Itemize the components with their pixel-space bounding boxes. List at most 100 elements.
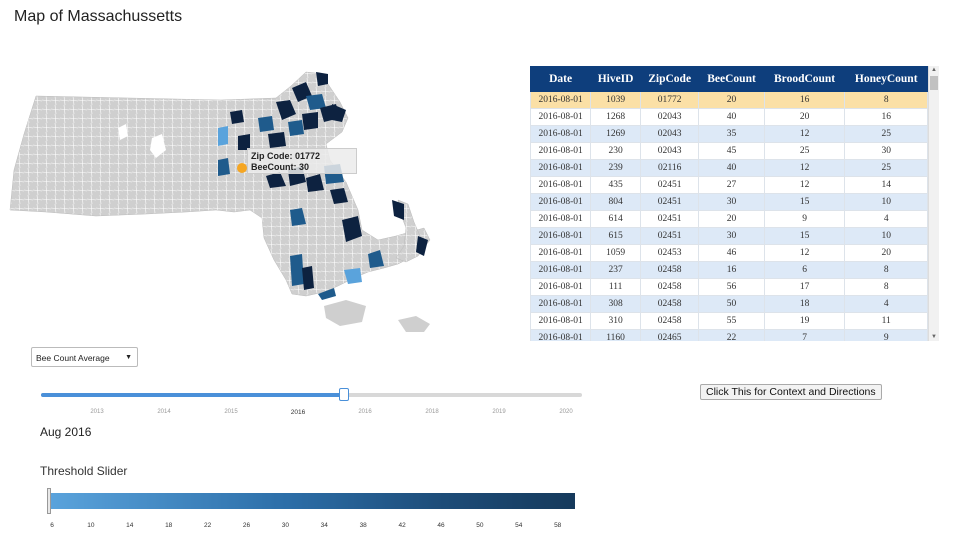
table-cell: 14 — [844, 176, 928, 194]
zip-region[interactable] — [218, 158, 230, 176]
zip-region[interactable] — [416, 236, 428, 256]
table-cell: 16 — [844, 108, 928, 126]
table-cell: 19 — [763, 312, 846, 330]
column-header[interactable]: ZipCode — [639, 66, 700, 92]
column-header[interactable]: HiveID — [590, 66, 641, 92]
table-row[interactable]: 2016-08-01 435 02451 27 12 14 — [530, 176, 928, 194]
zip-region[interactable] — [238, 134, 250, 150]
table-row[interactable]: 2016-08-01 1268 02043 40 20 16 — [530, 108, 928, 126]
zip-region[interactable] — [288, 120, 304, 136]
table-cell: 6 — [763, 261, 846, 279]
table-row[interactable]: 2016-08-01 804 02451 30 15 10 — [530, 193, 928, 211]
zip-region[interactable] — [306, 94, 326, 110]
threshold-tick-label: 14 — [126, 522, 134, 529]
table-row[interactable]: 2016-08-01 1269 02043 35 12 25 — [530, 125, 928, 143]
scroll-down-icon[interactable]: ▼ — [931, 334, 937, 340]
table-cell: 2016-08-01 — [530, 312, 592, 330]
column-header[interactable]: HoneyCount — [844, 66, 928, 92]
column-header[interactable]: BeeCount — [698, 66, 765, 92]
page-title: Map of Massachussetts — [14, 8, 183, 25]
threshold-tick-label: 34 — [320, 522, 328, 529]
table-cell: 22 — [698, 329, 765, 341]
zip-region[interactable] — [368, 250, 384, 268]
time-slider-handle[interactable] — [338, 388, 349, 401]
table-row[interactable]: 2016-08-01 310 02458 55 19 11 — [530, 312, 928, 330]
zip-region[interactable] — [230, 110, 244, 124]
column-header[interactable]: Date — [530, 66, 592, 92]
zip-region[interactable] — [302, 266, 314, 290]
threshold-tick-label: 42 — [398, 522, 406, 529]
table-cell: 804 — [590, 193, 641, 211]
threshold-slider-title: Threshold Slider — [40, 464, 128, 478]
table-cell: 02451 — [639, 176, 700, 194]
zip-region[interactable] — [276, 100, 296, 120]
tooltip-zip: Zip Code: 01772 — [251, 151, 321, 161]
zip-region[interactable] — [290, 208, 306, 226]
table-cell: 10 — [844, 193, 928, 211]
zip-region[interactable] — [392, 200, 404, 220]
table-cell: 15 — [763, 193, 846, 211]
scroll-thumb[interactable] — [930, 76, 938, 90]
threshold-slider-bar[interactable] — [50, 493, 575, 509]
table-row[interactable]: 2016-08-01 1039 01772 20 16 8 — [530, 91, 928, 109]
threshold-tick-label: 58 — [554, 522, 562, 529]
table-row[interactable]: 2016-08-01 111 02458 56 17 8 — [530, 278, 928, 296]
table-cell: 02451 — [639, 210, 700, 228]
zip-region[interactable] — [266, 172, 286, 188]
zip-region[interactable] — [268, 132, 286, 148]
zip-region[interactable] — [318, 288, 336, 300]
table-row[interactable]: 2016-08-01 237 02458 16 6 8 — [530, 261, 928, 279]
table-row[interactable]: 2016-08-01 614 02451 20 9 4 — [530, 210, 928, 228]
zip-region[interactable] — [306, 174, 324, 192]
massachusetts-map[interactable] — [6, 60, 446, 350]
table-row[interactable]: 2016-08-01 1059 02453 46 12 20 — [530, 244, 928, 262]
year-tick-label: 2013 — [90, 409, 104, 415]
threshold-slider-handle[interactable] — [47, 488, 51, 514]
table-cell: 16 — [763, 91, 846, 109]
table-cell: 308 — [590, 295, 641, 313]
table-cell: 1269 — [590, 125, 641, 143]
zip-region[interactable] — [316, 72, 328, 86]
table-cell: 111 — [590, 278, 641, 296]
table-row[interactable]: 2016-08-01 308 02458 50 18 4 — [530, 295, 928, 313]
table-cell: 02451 — [639, 227, 700, 245]
threshold-tick-label: 10 — [87, 522, 95, 529]
table-cell: 7 — [763, 329, 846, 341]
table-row[interactable]: 2016-08-01 239 02116 40 12 25 — [530, 159, 928, 177]
table-cell: 02458 — [639, 295, 700, 313]
zip-region[interactable] — [290, 254, 304, 286]
table-row[interactable]: 2016-08-01 615 02451 30 15 10 — [530, 227, 928, 245]
threshold-tick-label: 46 — [437, 522, 445, 529]
table-cell: 02116 — [639, 159, 700, 177]
zip-region[interactable] — [302, 112, 318, 130]
map-island-marthas — [324, 300, 366, 326]
zip-region[interactable] — [330, 188, 348, 204]
map-lake — [150, 134, 166, 158]
context-directions-button[interactable]: Click This for Context and Directions — [700, 384, 882, 400]
map-zip-regions[interactable] — [218, 72, 428, 300]
zip-region[interactable] — [342, 216, 362, 242]
tooltip-beecount: BeeCount: 30 — [251, 162, 310, 172]
map-selected-zip-marker[interactable] — [237, 163, 247, 173]
zip-region[interactable] — [332, 104, 346, 122]
hive-data-table-container[interactable]: Date HiveID ZipCode BeeCount BroodCount Honey… — [530, 66, 940, 341]
metric-dropdown[interactable]: Bee Count Average ▼ — [31, 347, 138, 367]
column-header[interactable]: BroodCount — [763, 66, 846, 92]
table-cell: 4 — [844, 210, 928, 228]
year-tick-label: 2016 — [358, 409, 372, 415]
table-cell: 55 — [698, 312, 765, 330]
zip-region[interactable] — [218, 126, 228, 146]
table-scrollbar[interactable]: ▲ ▼ — [928, 66, 939, 341]
threshold-tick-label: 38 — [359, 522, 367, 529]
zip-region[interactable] — [258, 116, 274, 132]
table-cell: 615 — [590, 227, 641, 245]
table-cell: 01772 — [639, 91, 700, 109]
table-cell: 230 — [590, 142, 641, 160]
table-row[interactable]: 2016-08-01 230 02043 45 25 30 — [530, 142, 928, 160]
scroll-up-icon[interactable]: ▲ — [931, 67, 937, 73]
table-row[interactable]: 2016-08-01 1160 02465 22 7 9 — [530, 329, 928, 341]
time-slider-track[interactable] — [41, 388, 582, 401]
map-state-shape — [9, 71, 431, 297]
table-cell: 56 — [698, 278, 765, 296]
zip-region[interactable] — [344, 268, 362, 284]
